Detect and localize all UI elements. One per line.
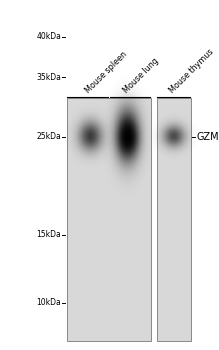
Text: 35kDa: 35kDa	[36, 72, 61, 82]
Text: 10kDa: 10kDa	[37, 298, 61, 307]
Text: 15kDa: 15kDa	[37, 230, 61, 239]
Bar	[67, 98, 151, 341]
Text: 25kDa: 25kDa	[37, 132, 61, 141]
Text: GZMB: GZMB	[196, 132, 219, 141]
Text: Mouse spleen: Mouse spleen	[84, 50, 129, 95]
Bar	[157, 98, 191, 341]
Text: Mouse lung: Mouse lung	[121, 56, 160, 95]
Text: Mouse thymus: Mouse thymus	[167, 48, 215, 95]
Text: 40kDa: 40kDa	[36, 32, 61, 41]
